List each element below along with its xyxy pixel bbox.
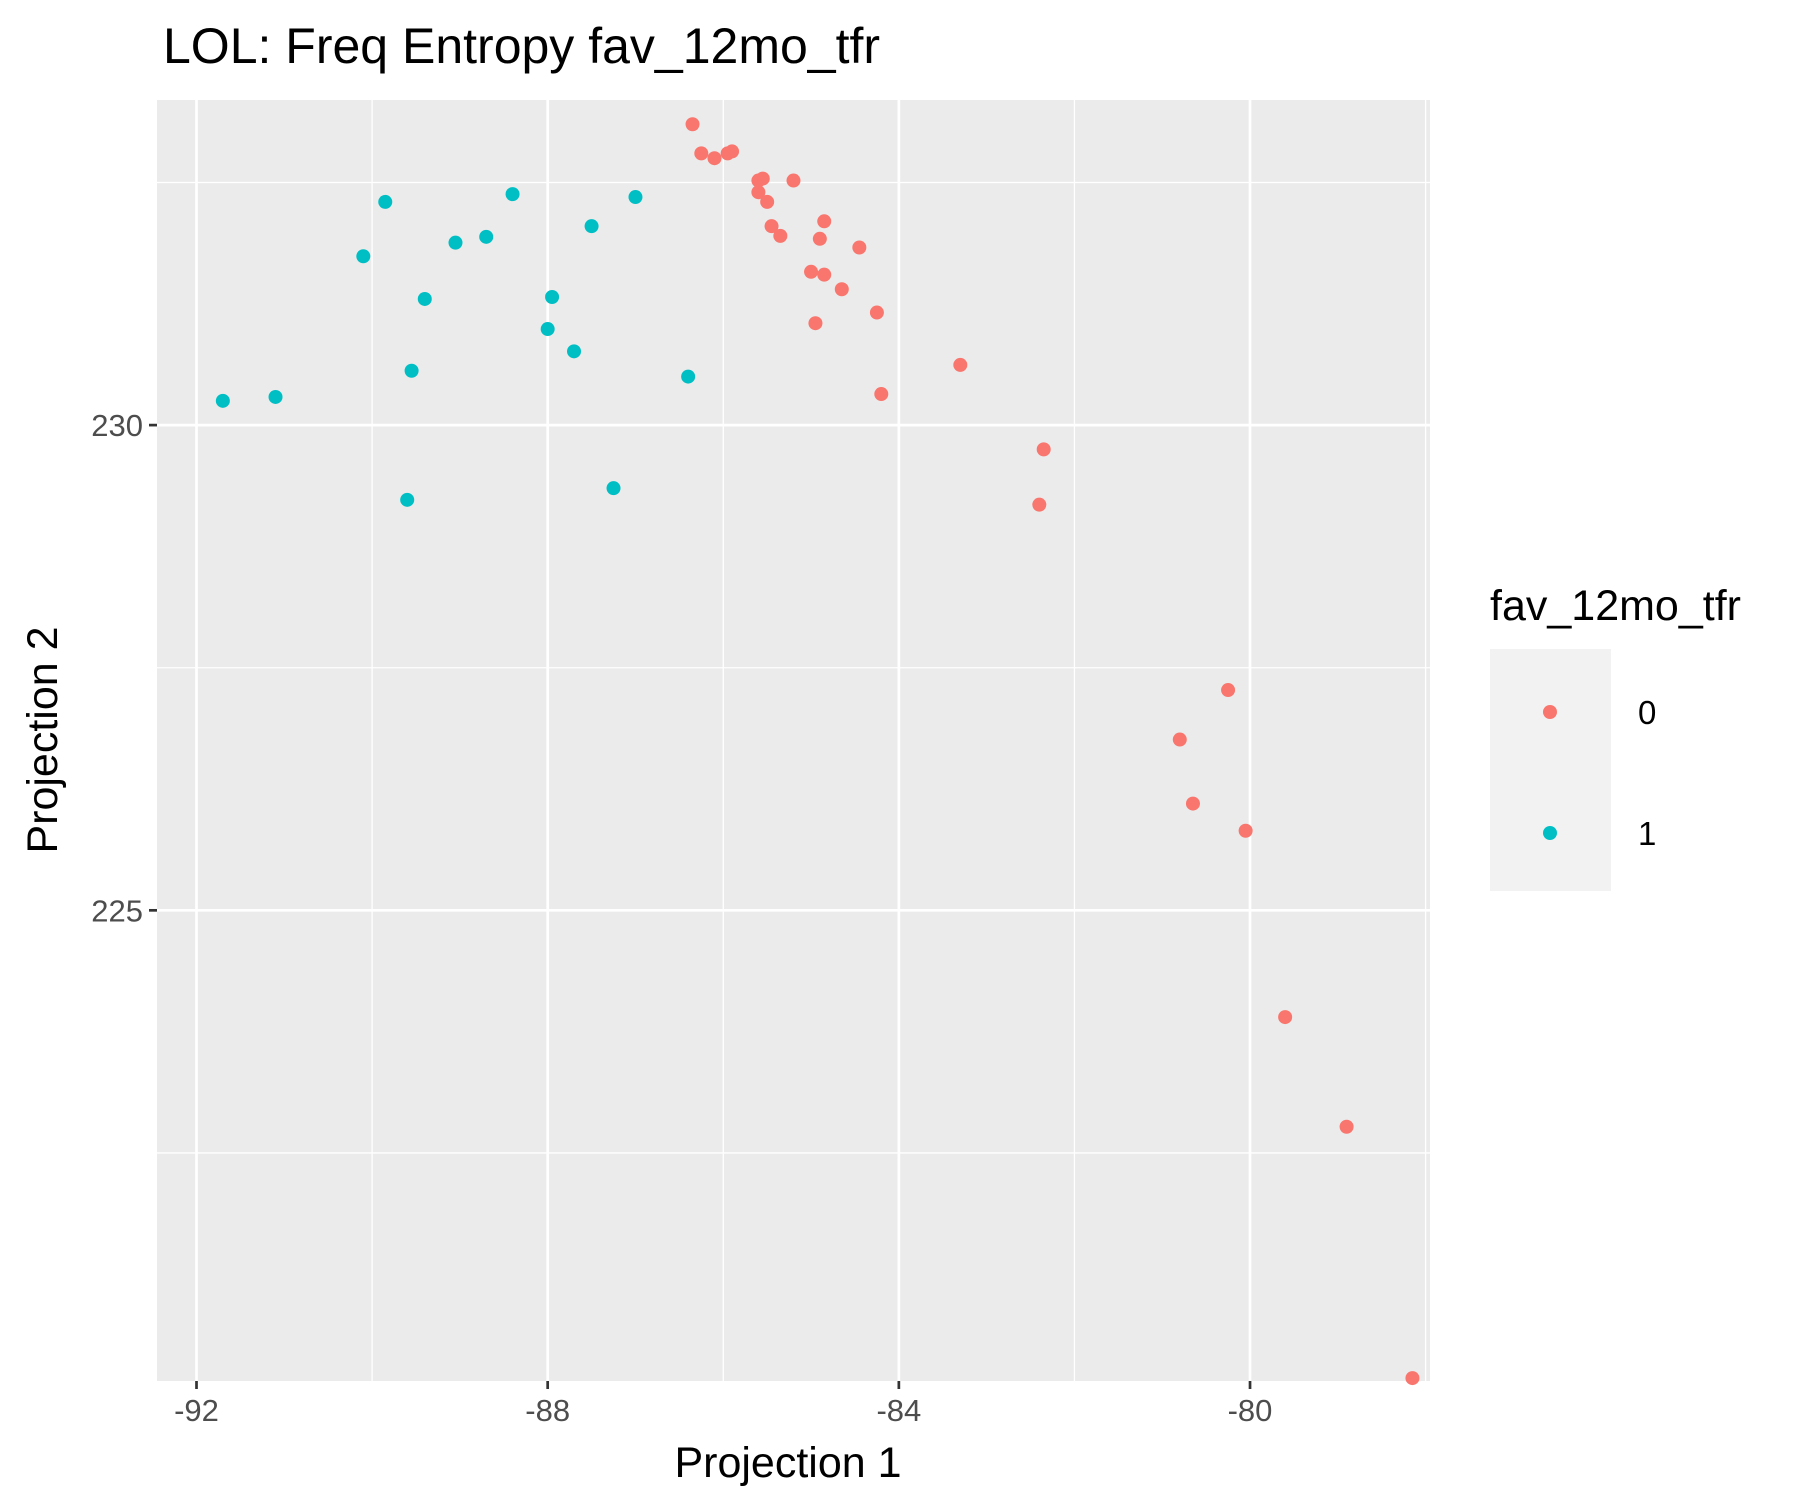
data-point-series-0 (755, 171, 770, 186)
x-axis: -92 -88 -84 -80 (174, 1381, 1272, 1428)
x-tick-label: -92 (174, 1393, 219, 1428)
data-point-series-0 (1238, 823, 1253, 838)
data-point-series-1 (356, 249, 371, 264)
data-point-series-0 (773, 228, 788, 243)
data-point-series-1 (268, 389, 283, 404)
data-point-series-0 (1185, 796, 1200, 811)
y-axis-title: Projection 2 (19, 626, 67, 853)
minor-gridlines (157, 100, 1430, 1381)
data-point-series-1 (479, 229, 494, 244)
y-tick-label: 225 (91, 893, 143, 928)
data-point-series-0 (834, 282, 849, 297)
data-point-series-0 (1032, 497, 1047, 512)
legend-label-series-0: 0 (1638, 694, 1656, 731)
data-point-series-0 (764, 219, 779, 234)
data-point-series-0 (1172, 732, 1187, 747)
data-point-series-1 (540, 322, 555, 337)
chart-title: LOL: Freq Entropy fav_12mo_tfr (163, 18, 880, 74)
data-point-series-0 (786, 173, 801, 188)
data-point-series-0 (808, 316, 823, 331)
data-point-series-1 (400, 492, 415, 507)
data-point-series-1 (378, 194, 393, 209)
legend-key-background (1490, 649, 1611, 891)
data-point-series-0 (817, 267, 832, 282)
x-tick-label: -80 (1228, 1393, 1273, 1428)
data-points (215, 117, 1420, 1386)
data-point-series-0 (685, 117, 700, 132)
data-point-series-0 (953, 357, 968, 372)
legend-key-series-1 (1543, 826, 1557, 840)
legend-label-series-1: 1 (1638, 815, 1656, 852)
data-point-series-1 (584, 219, 599, 234)
data-point-series-0 (751, 185, 766, 200)
data-point-series-0 (852, 240, 867, 255)
data-point-series-1 (628, 190, 643, 205)
data-point-series-1 (567, 344, 582, 359)
data-point-series-0 (812, 231, 827, 246)
data-point-series-1 (505, 187, 520, 202)
data-point-series-0 (869, 305, 884, 320)
data-point-series-0 (760, 194, 775, 209)
legend-title: fav_12mo_tfr (1490, 582, 1741, 630)
data-point-series-1 (404, 363, 419, 378)
x-tick-label: -84 (876, 1393, 921, 1428)
data-point-series-1 (448, 235, 463, 250)
data-point-series-0 (694, 146, 709, 161)
data-point-series-0 (1278, 1010, 1293, 1025)
legend-key-series-0 (1543, 705, 1557, 719)
plot-panel (157, 100, 1430, 1381)
major-gridlines (157, 100, 1430, 1381)
data-point-series-0 (1339, 1119, 1354, 1134)
data-point-series-1 (606, 481, 621, 496)
data-point-series-1 (417, 291, 432, 306)
data-point-series-0 (874, 387, 889, 402)
y-tick-label: 230 (91, 408, 143, 443)
data-point-series-1 (215, 393, 230, 408)
data-point-series-0 (1405, 1371, 1420, 1386)
data-point-series-0 (1221, 683, 1236, 698)
data-point-series-0 (817, 214, 832, 229)
data-point-series-1 (681, 369, 696, 384)
x-tick-label: -88 (525, 1393, 570, 1428)
data-point-series-0 (1036, 442, 1051, 457)
x-axis-title: Projection 1 (674, 1439, 901, 1487)
data-point-series-1 (545, 290, 560, 305)
data-point-series-0 (725, 144, 740, 159)
y-axis: 225 230 (91, 408, 157, 928)
data-point-series-0 (804, 264, 819, 279)
legend: fav_12mo_tfr 0 1 (1490, 582, 1741, 891)
data-point-series-0 (707, 151, 722, 166)
